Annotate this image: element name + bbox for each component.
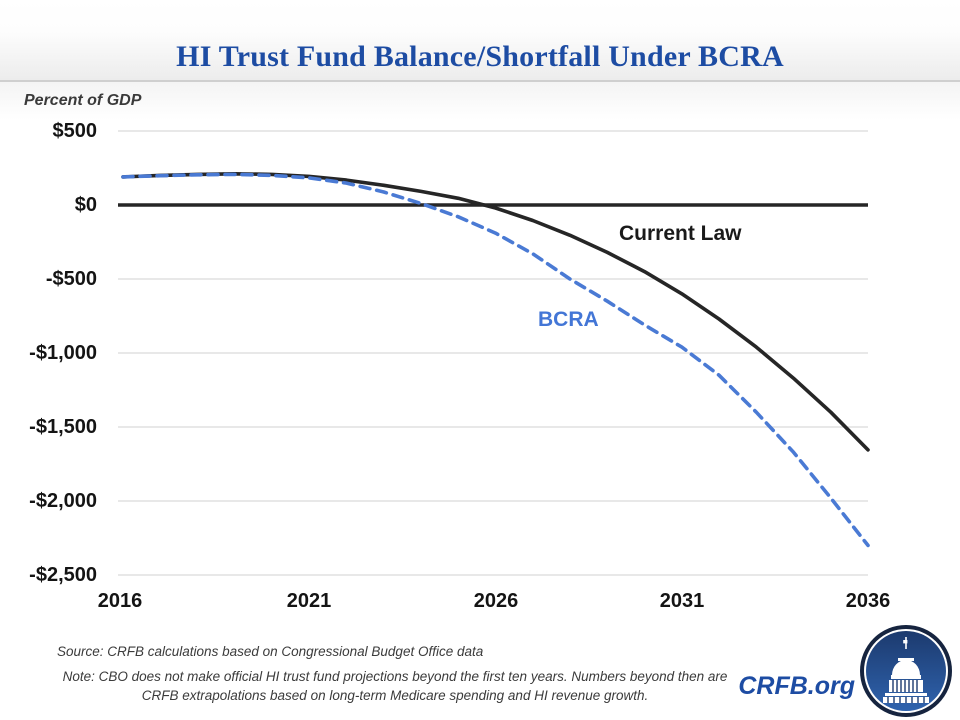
x-tick-label: 2036	[845, 590, 891, 612]
x-tick-label: 2026	[473, 590, 519, 612]
y-tick-label: -$500	[45, 268, 97, 290]
y-tick-label: -$1,000	[29, 342, 97, 364]
bcra-series-label: BCRA	[538, 308, 599, 331]
header-divider	[0, 80, 960, 82]
current-law-series-label: Current Law	[619, 222, 742, 245]
y-tick-label: $0	[74, 194, 97, 216]
crfb-capitol-logo-icon	[860, 625, 952, 717]
methodology-note: Note: CBO does not make official HI trus…	[62, 669, 728, 703]
y-tick-label: -$1,500	[29, 416, 97, 438]
crfb-org-wordmark: CRFB.org	[738, 672, 855, 700]
page-title: HI Trust Fund Balance/Shortfall Under BC…	[176, 40, 784, 73]
x-tick-label: 2031	[659, 590, 705, 612]
y-axis-unit-label: Percent of GDP	[24, 92, 142, 109]
header-band	[0, 0, 960, 80]
y-tick-label: -$2,000	[29, 490, 97, 512]
x-tick-label: 2016	[97, 590, 143, 612]
bcra-line	[121, 172, 870, 548]
header-fade	[0, 82, 960, 120]
current-law-line	[121, 172, 870, 452]
capitol-columns	[887, 680, 925, 703]
source-note: Source: CRFB calculations based on Congr…	[57, 644, 484, 659]
y-tick-label: $500	[52, 120, 98, 142]
x-tick-label: 2021	[286, 590, 332, 612]
y-tick-label: -$2,500	[29, 564, 97, 586]
